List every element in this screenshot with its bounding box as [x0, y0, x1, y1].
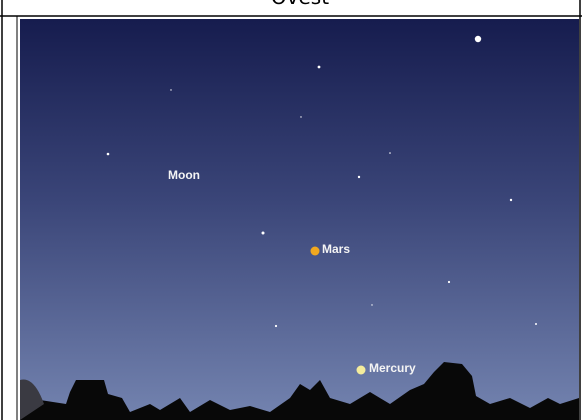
sky	[20, 19, 579, 420]
page: Ovest Moon Mars Mercury (() => { const d…	[0, 0, 582, 420]
mercury-label: Mercury	[369, 361, 416, 375]
mars-label: Mars	[322, 242, 350, 256]
title: Ovest	[271, 0, 329, 9]
mars	[311, 247, 320, 256]
sky-view: Ovest Moon Mars Mercury	[0, 0, 582, 420]
mercury	[357, 366, 366, 375]
moon-label: Moon	[168, 168, 200, 182]
